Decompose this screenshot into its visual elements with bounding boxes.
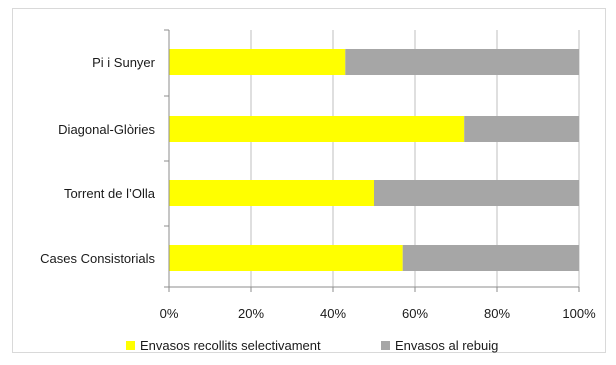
x-tick-label: 80%: [484, 306, 510, 321]
category-label: Diagonal-Glòries: [58, 122, 155, 137]
category-label: Cases Consistorials: [40, 251, 155, 266]
x-tick-label: 0%: [160, 306, 179, 321]
legend-swatch: [126, 341, 135, 350]
bar-segment: [169, 49, 346, 75]
x-tick-label: 20%: [238, 306, 264, 321]
category-label: Pi i Sunyer: [92, 55, 156, 70]
legend-label: Envasos recollits selectivament: [140, 338, 321, 353]
bar-segment: [374, 180, 579, 206]
category-label: Torrent de l’Olla: [64, 186, 156, 201]
category-labels: Pi i Sunyer Diagonal-Glòries Torrent de l’…: [40, 55, 156, 266]
chart-frame: [12, 8, 606, 353]
bar-segment: [345, 49, 579, 75]
legend: Envasos recollits selectivament Envasos a…: [126, 338, 498, 353]
legend-swatch: [381, 341, 390, 350]
bar-segment: [402, 245, 579, 271]
x-tick-label: 40%: [320, 306, 346, 321]
x-tick-label: 60%: [402, 306, 428, 321]
bar-segment: [169, 180, 374, 206]
bar-segment: [169, 116, 465, 142]
bars: [169, 49, 579, 271]
x-tick-labels: 0% 20% 40% 60% 80% 100%: [160, 306, 596, 321]
legend-label: Envasos al rebuig: [395, 338, 498, 353]
bar-segment: [464, 116, 579, 142]
x-tick-label: 100%: [562, 306, 596, 321]
axes: [164, 29, 580, 292]
bar-segment: [169, 245, 403, 271]
